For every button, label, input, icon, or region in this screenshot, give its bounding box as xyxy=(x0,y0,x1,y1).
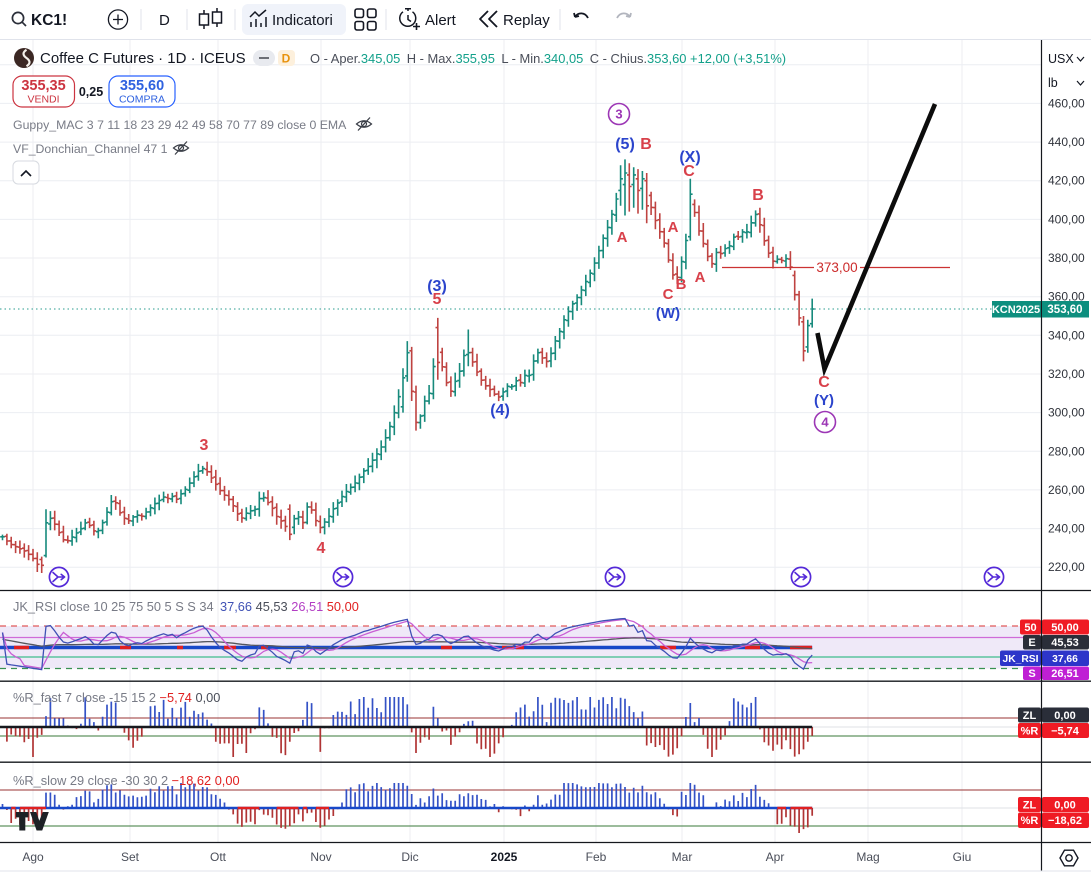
svg-text:%R_slow 29 close -30 30 2 −18: %R_slow 29 close -30 30 2 −18,62 0,00 xyxy=(13,773,240,788)
svg-text:0,00: 0,00 xyxy=(1054,800,1075,812)
svg-text:D: D xyxy=(282,52,291,66)
svg-text:2025: 2025 xyxy=(491,850,518,864)
svg-text:260,00: 260,00 xyxy=(1048,483,1085,497)
svg-text:A: A xyxy=(668,219,679,236)
svg-text:−18,62: −18,62 xyxy=(1048,815,1082,827)
svg-text:Set: Set xyxy=(121,850,140,864)
svg-text:45,53: 45,53 xyxy=(1051,637,1079,649)
svg-text:3: 3 xyxy=(615,107,622,122)
svg-text:37,66: 37,66 xyxy=(1052,654,1078,665)
svg-text:E: E xyxy=(1028,637,1035,649)
svg-text:C: C xyxy=(683,163,695,180)
svg-text:353,60: 353,60 xyxy=(1047,304,1082,316)
svg-text:C: C xyxy=(663,286,674,303)
svg-text:S: S xyxy=(1028,668,1035,680)
svg-text:355,60: 355,60 xyxy=(120,78,164,94)
svg-text:373,00: 373,00 xyxy=(816,260,857,275)
svg-text:A: A xyxy=(695,269,706,286)
svg-text:A: A xyxy=(617,229,628,246)
svg-text:KCN2025: KCN2025 xyxy=(992,304,1040,316)
svg-text:Mar: Mar xyxy=(672,850,693,864)
svg-text:0,25: 0,25 xyxy=(79,85,103,99)
svg-text:320,00: 320,00 xyxy=(1048,367,1085,381)
svg-text:VF_Donchian_Channel 47 1: VF_Donchian_Channel 47 1 xyxy=(13,142,168,156)
svg-text:Nov: Nov xyxy=(310,850,331,864)
svg-text:C: C xyxy=(818,374,830,391)
svg-text:420,00: 420,00 xyxy=(1048,174,1085,188)
svg-text:(X): (X) xyxy=(679,149,700,166)
svg-text:Feb: Feb xyxy=(586,850,607,864)
svg-text:400,00: 400,00 xyxy=(1048,212,1085,226)
svg-text:ZL: ZL xyxy=(1023,710,1037,722)
svg-text:240,00: 240,00 xyxy=(1048,522,1085,536)
svg-text:%R_fast 7 close -15 15 2 −5,7: %R_fast 7 close -15 15 2 −5,74 0,00 xyxy=(13,690,220,705)
svg-text:280,00: 280,00 xyxy=(1048,444,1085,458)
svg-text:B: B xyxy=(676,276,687,293)
svg-text:Ott: Ott xyxy=(210,850,227,864)
svg-text:(5): (5) xyxy=(615,136,635,153)
svg-text:D: D xyxy=(159,12,170,29)
svg-text:Apr: Apr xyxy=(766,850,785,864)
svg-text:440,00: 440,00 xyxy=(1048,135,1085,149)
svg-text:%R: %R xyxy=(1021,726,1039,738)
svg-text:(3): (3) xyxy=(427,278,447,295)
svg-text:(4): (4) xyxy=(490,402,510,419)
svg-text:220,00: 220,00 xyxy=(1048,560,1085,574)
svg-text:COMPRA: COMPRA xyxy=(119,94,165,106)
svg-text:360,00: 360,00 xyxy=(1048,290,1085,304)
svg-text:4: 4 xyxy=(821,415,829,430)
svg-text:0,00: 0,00 xyxy=(1054,710,1075,722)
svg-text:−5,74: −5,74 xyxy=(1051,726,1080,738)
svg-text:JK_RSI: JK_RSI xyxy=(1002,654,1038,665)
svg-text:lb: lb xyxy=(1048,76,1058,90)
svg-text:Coffee C Futures · 1D · ICEUS: Coffee C Futures · 1D · ICEUS xyxy=(40,50,246,67)
svg-text:355,35: 355,35 xyxy=(21,78,65,94)
svg-text:3: 3 xyxy=(200,437,209,454)
svg-text:4: 4 xyxy=(317,540,326,557)
svg-text:5: 5 xyxy=(433,291,442,308)
svg-text:(W): (W) xyxy=(656,305,680,322)
svg-text:Guppy_MAC 3 7 11 18 23 29 42 4: Guppy_MAC 3 7 11 18 23 29 42 49 58 70 77… xyxy=(13,118,347,132)
svg-text:B: B xyxy=(752,187,764,204)
svg-text:USX: USX xyxy=(1048,52,1074,66)
svg-text:26,51: 26,51 xyxy=(1051,668,1079,680)
svg-text:O - Aper.345,05 H - Max.355,95: O - Aper.345,05 H - Max.355,95 L - Min.3… xyxy=(310,51,786,66)
svg-text:50: 50 xyxy=(1024,622,1036,634)
svg-text:380,00: 380,00 xyxy=(1048,251,1085,265)
svg-text:Replay: Replay xyxy=(503,12,550,29)
svg-text:(Y): (Y) xyxy=(814,392,834,409)
svg-text:Giu: Giu xyxy=(953,850,972,864)
svg-text:Alert: Alert xyxy=(425,12,457,29)
svg-text:%R: %R xyxy=(1021,815,1039,827)
svg-text:Mag: Mag xyxy=(856,850,879,864)
svg-text:340,00: 340,00 xyxy=(1048,328,1085,342)
svg-text:KC1!: KC1! xyxy=(31,12,67,29)
svg-text:VENDI: VENDI xyxy=(27,94,59,106)
svg-text:460,00: 460,00 xyxy=(1048,96,1085,110)
svg-text:50,00: 50,00 xyxy=(1051,622,1079,634)
svg-text:ZL: ZL xyxy=(1023,800,1037,812)
svg-text:Indicatori: Indicatori xyxy=(272,12,333,29)
svg-text:300,00: 300,00 xyxy=(1048,406,1085,420)
svg-text:JK_RSI close 10 25 75 50 5 S S: JK_RSI close 10 25 75 50 5 S S 34 37,66 … xyxy=(13,599,359,614)
svg-text:B: B xyxy=(640,136,652,153)
svg-text:Dic: Dic xyxy=(401,850,418,864)
svg-text:Ago: Ago xyxy=(22,850,44,864)
